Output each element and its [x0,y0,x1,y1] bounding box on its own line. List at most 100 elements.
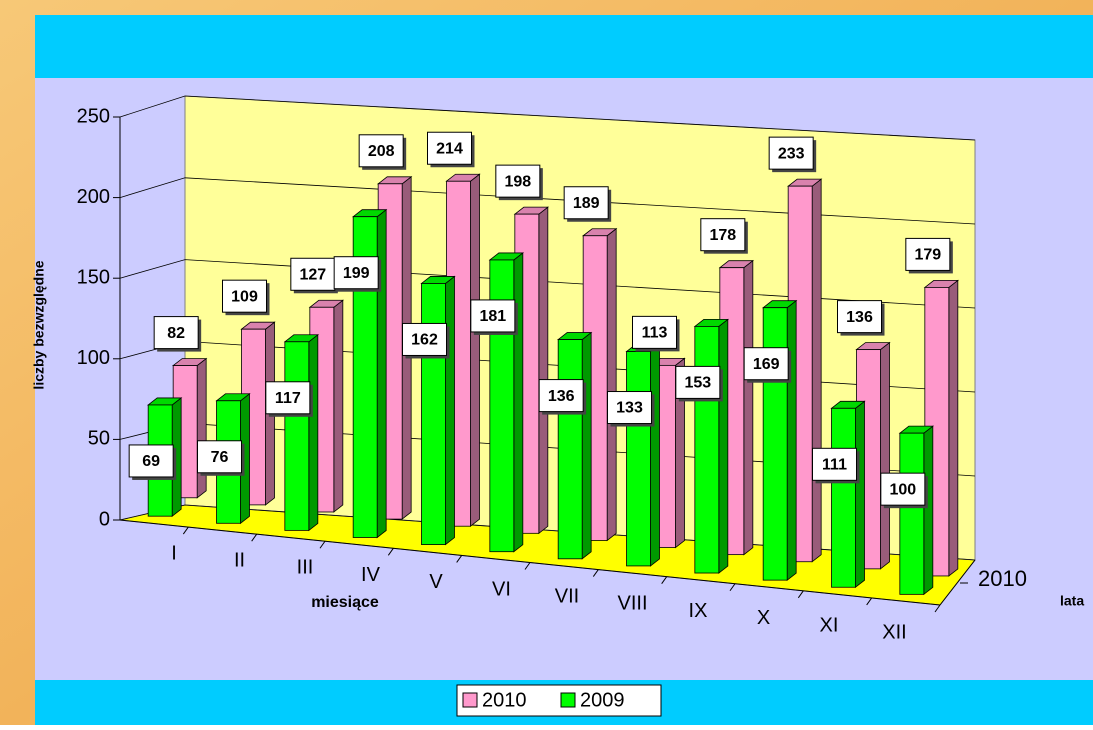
bar-side [196,357,207,499]
data-label-box [607,391,652,425]
data-label: 136 [846,309,873,326]
bar-side [743,259,754,556]
bar-side [470,173,480,528]
data-label-box [333,256,379,290]
data-label: 69 [142,453,160,470]
bar [830,400,866,589]
bar-front [557,339,583,560]
bar-side [948,279,959,577]
legend-label: 2009 [580,689,625,711]
y-tick-label: 200 [77,186,110,208]
data-label-box [128,444,174,478]
data-label-box [290,257,336,291]
bar-front [694,325,720,574]
x-tick-label: V [429,571,443,593]
legend-swatch [462,692,478,708]
x-tick [319,540,326,549]
x-tick-label: VI [492,578,511,600]
data-label-box [427,131,472,165]
x-tick-label: III [297,557,314,579]
data-label: 199 [343,265,370,282]
data-label: 136 [548,388,575,405]
data-label: 113 [642,325,668,342]
bar-front [626,351,651,567]
data-label-box [153,316,199,350]
data-label-box [700,218,746,252]
bar-front [284,341,310,531]
data-label: 117 [275,390,301,407]
data-label-box [265,381,311,415]
bar-side [606,227,617,542]
bar-side [650,343,660,567]
data-label-box [905,237,951,271]
data-label: 127 [299,266,326,283]
data-label: 153 [684,375,711,392]
y-tick-label: 100 [77,347,110,369]
data-label: 179 [914,247,941,264]
x-tick-label: VII [555,585,579,607]
data-label-box [358,134,404,168]
bar [898,425,934,596]
bar-side [538,206,549,535]
x-tick-label: XI [820,614,839,636]
bar-side [880,341,890,570]
x-tick [934,604,941,613]
legend [456,684,662,717]
bar [488,252,524,553]
y-tick-label: 150 [77,266,110,288]
legend-label: 2010 [482,689,527,711]
bar-side [811,178,822,563]
y-tick-label: 0 [99,508,110,530]
x-tick [387,548,394,556]
data-label: 208 [368,143,395,160]
data-label-box [495,164,541,198]
bar-front [899,432,925,595]
data-label-box [837,300,882,334]
x-tick-label: VIII [617,593,647,615]
grid-line [119,177,976,225]
data-label-box [812,447,857,481]
data-label-box [880,472,926,506]
data-label: 198 [504,173,531,190]
bar-side [718,318,729,574]
x-tick [182,526,189,535]
bar-front [421,283,446,546]
bar [762,299,798,581]
grid-line [119,259,976,309]
data-label-box [768,136,814,170]
legend-swatch [560,692,576,708]
data-label: 162 [411,332,438,349]
data-label: 100 [889,481,916,498]
data-label: 169 [753,356,780,373]
x-tick [592,569,599,577]
data-label: 133 [616,400,643,417]
x-tick-label: II [234,549,245,571]
bar-side [923,425,934,596]
data-label: 178 [709,227,736,244]
data-label: 109 [231,288,258,305]
data-label: 181 [479,308,506,325]
x-tick-label: IX [689,600,708,622]
bar-side [333,299,344,513]
data-label: 76 [211,449,229,466]
data-label: 189 [573,195,600,212]
x-tick-label: I [171,542,177,564]
bar [557,331,593,560]
z-axis-label: lata [1060,593,1084,609]
x-tick [456,555,463,563]
data-label: 214 [436,140,463,157]
data-label: 233 [778,145,805,162]
bar-side [445,275,455,546]
bar [693,318,729,574]
data-label-box [222,279,267,313]
grid-line [119,95,976,141]
data-label-box [632,315,677,349]
bar-front [831,407,856,588]
bar [283,333,319,532]
x-tick [661,576,668,584]
data-label-box [563,186,609,220]
z-axis [939,559,976,606]
x-axis-label: miesiące [311,594,379,611]
